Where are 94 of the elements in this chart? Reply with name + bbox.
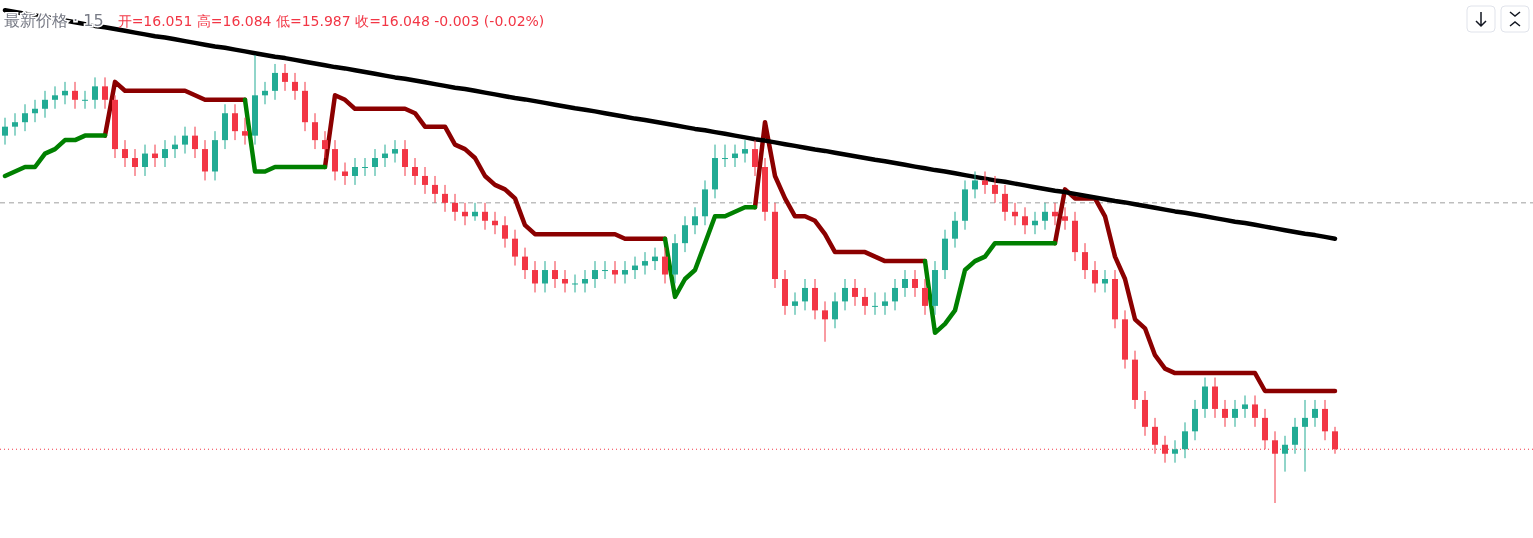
candlestick: [362, 157, 368, 177]
candlestick: [682, 215, 688, 253]
candlestick: [1212, 377, 1218, 419]
candlestick: [612, 260, 618, 284]
candlestick: [232, 103, 238, 141]
candlestick: [532, 260, 538, 293]
candlestick: [322, 130, 328, 159]
candlestick: [662, 247, 668, 284]
candlestick: [192, 126, 198, 159]
candlestick: [842, 278, 848, 311]
candlestick: [282, 63, 288, 92]
candlestick: [542, 260, 548, 293]
candlestick: [832, 291, 838, 329]
candlestick: [1282, 435, 1288, 473]
candlestick: [1042, 202, 1048, 231]
candlestick: [422, 166, 428, 195]
candlestick: [852, 278, 858, 307]
candlestick: [862, 287, 868, 316]
candlestick: [992, 175, 998, 204]
candlestick: [312, 112, 318, 150]
candlestick: [742, 139, 748, 164]
candlestick: [1022, 206, 1028, 235]
candlestick: [952, 211, 958, 249]
candlestick: [332, 139, 338, 181]
candlestick: [182, 126, 188, 155]
candlestick: [902, 269, 908, 298]
candlestick: [1192, 399, 1198, 441]
candlestick: [1002, 184, 1008, 222]
candlestick: [1202, 377, 1208, 419]
candlestick: [72, 81, 78, 110]
candlestick: [752, 139, 758, 177]
candlestick: [202, 139, 208, 181]
candlestick: [1322, 399, 1328, 441]
candlestick: [22, 103, 28, 132]
candlestick: [922, 278, 928, 316]
candlestick: [1302, 399, 1308, 473]
candlestick: [242, 117, 248, 146]
candlestick: [972, 170, 978, 199]
candlestick: [822, 300, 828, 343]
candlestick: [1092, 260, 1098, 293]
chart-subtitle: 开=16.051 高=16.084 低=15.987 收=16.048 -0.003 (-0.02%): [117, 13, 545, 29]
candlestick: [1312, 399, 1318, 428]
candlestick: [1222, 399, 1228, 428]
candlestick: [402, 139, 408, 177]
candlestick: [592, 260, 598, 289]
candlestick: [442, 184, 448, 213]
candlestick: [502, 215, 508, 249]
candlestick: [882, 291, 888, 316]
candlestick: [2, 117, 8, 146]
candlestick: [342, 162, 348, 186]
candlestick: [82, 90, 88, 110]
candlestick: [372, 148, 378, 177]
candlestick: [1172, 439, 1178, 464]
candlestick: [512, 229, 518, 267]
candlestick: [122, 139, 128, 168]
candlestick: [412, 157, 418, 186]
candlestick: [912, 269, 918, 298]
candlestick: [292, 72, 298, 101]
candlestick: [42, 90, 48, 119]
candlestick: [1272, 430, 1278, 504]
candlestick: [1252, 394, 1258, 428]
candlestick: [1242, 394, 1248, 419]
candlestick: [642, 251, 648, 276]
candlestick: [102, 76, 108, 110]
candlestick: [812, 278, 818, 320]
candlestick: [802, 278, 808, 311]
candlestick: [272, 63, 278, 101]
candlestick: [872, 291, 878, 316]
candlestick: [52, 85, 58, 110]
candlestick: [12, 112, 18, 137]
candlestick: [792, 291, 798, 316]
candlestick: [982, 170, 988, 195]
candlestick: [132, 148, 138, 177]
candlestick: [552, 260, 558, 289]
candlestick: [92, 76, 98, 110]
candlestick: [162, 139, 168, 168]
candlestick: [392, 139, 398, 164]
candlestick: [1292, 417, 1298, 455]
candlestick: [1232, 399, 1238, 428]
candlestick: [482, 202, 488, 231]
candlestick: [572, 274, 578, 293]
candlestick: [722, 144, 728, 168]
candlestick: [622, 260, 628, 284]
candlestick: [142, 144, 148, 177]
candlestick: [352, 157, 358, 186]
candlestick: [1082, 242, 1088, 280]
candlestick: [432, 175, 438, 204]
candlestick: [892, 278, 898, 311]
candlestick: [452, 193, 458, 222]
candlestick: [602, 260, 608, 280]
candlestick: [522, 247, 528, 280]
candlestick: [1182, 421, 1188, 459]
candlestick: [692, 206, 698, 235]
candlestick: [1062, 206, 1068, 231]
